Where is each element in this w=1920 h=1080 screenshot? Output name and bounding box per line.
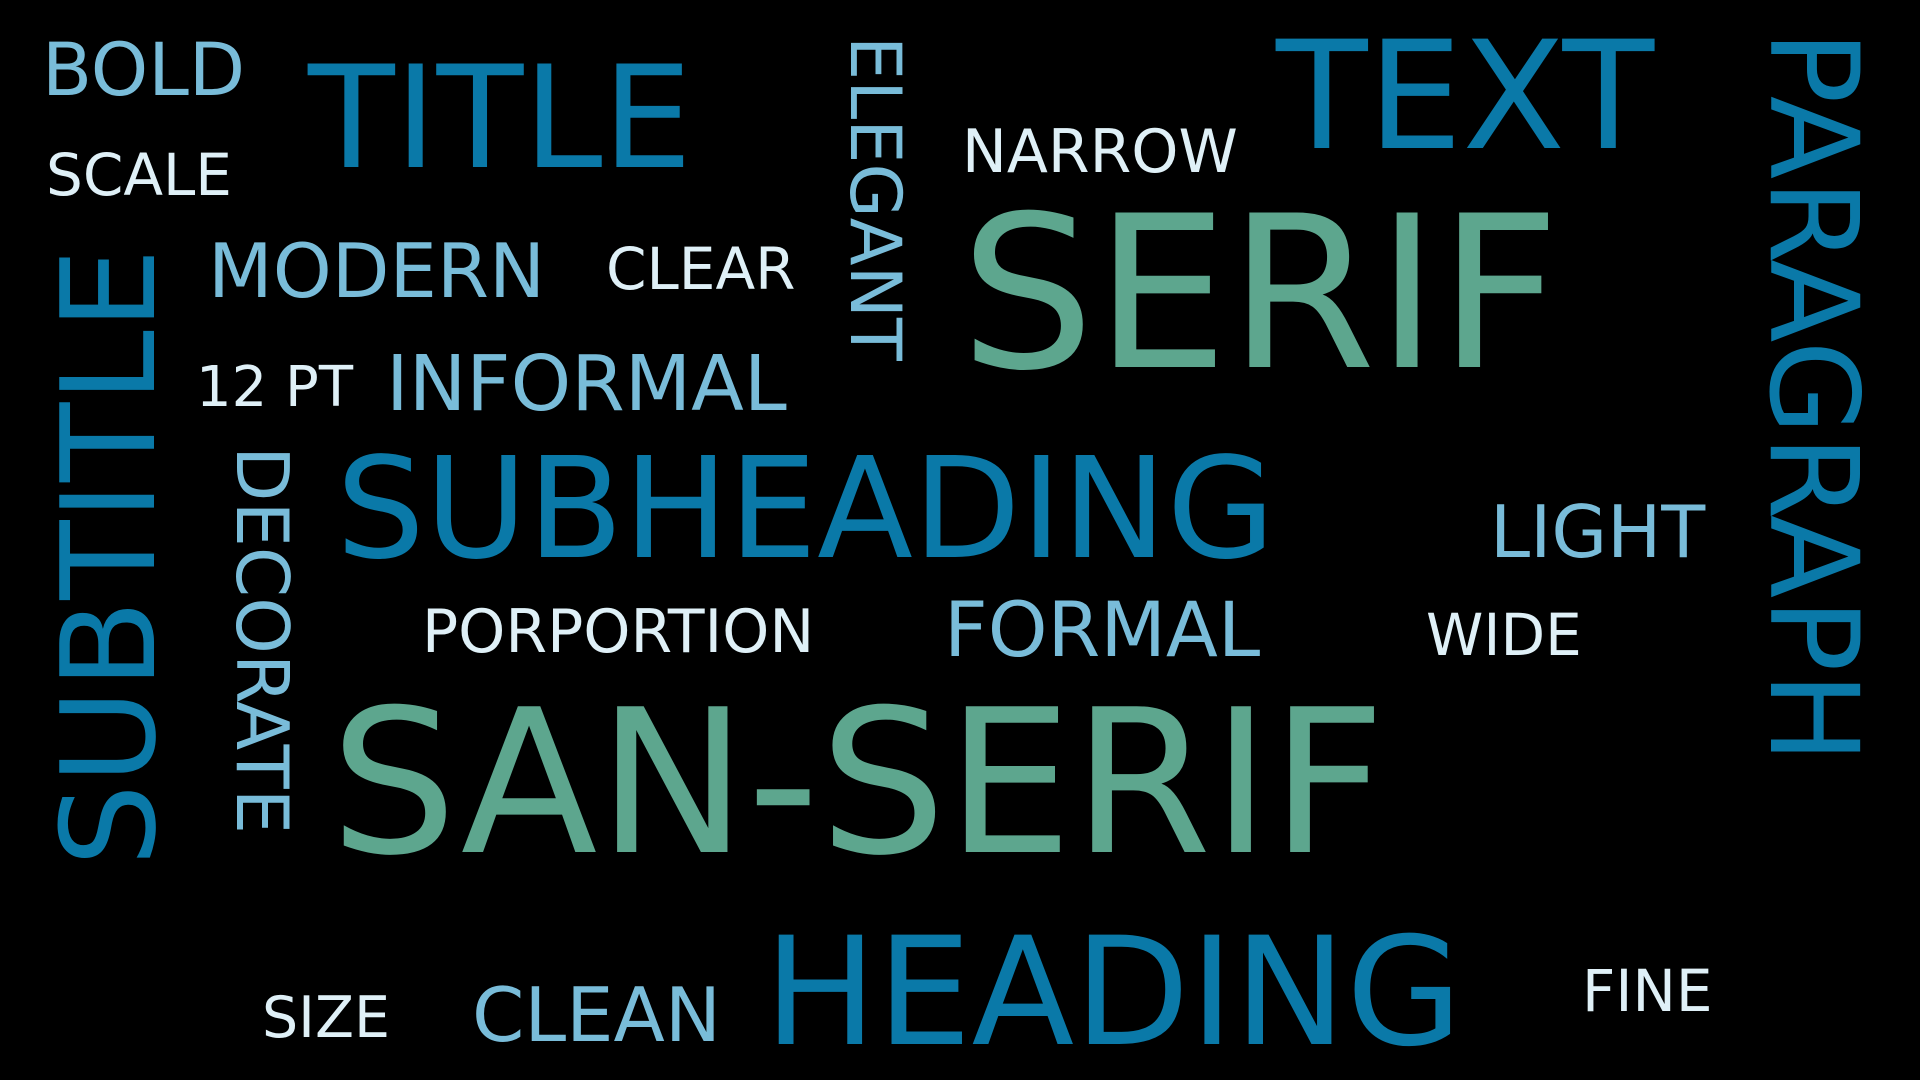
word-wide: WIDE [1426, 601, 1582, 669]
word-paragraph: PARAGRAPH [1742, 30, 1884, 764]
word-clear: CLEAR [606, 235, 796, 303]
word-size: SIZE [262, 985, 391, 1051]
word-light: LIGHT [1490, 490, 1706, 574]
word-informal: INFORMAL [386, 340, 787, 429]
word-elegant: ELEGANT [834, 36, 916, 361]
word-bold: BOLD [42, 28, 246, 113]
word-subheading: SUBHEADING [336, 428, 1276, 591]
word-narrow: NARROW [962, 117, 1238, 187]
word-clean: CLEAN [472, 971, 721, 1059]
word-serif: SERIF [960, 170, 1561, 417]
word-decorate: DECORATE [220, 446, 304, 835]
word-san-serif: SAN-SERIF [330, 667, 1386, 900]
word-scale: SCALE [46, 141, 232, 209]
word-modern: MODERN [208, 227, 546, 315]
word-subtitle: SUBTITLE [33, 248, 185, 867]
word-heading: HEADING [764, 906, 1463, 1080]
word-formal: FORMAL [944, 585, 1261, 674]
word-text: TEXT [1276, 10, 1655, 184]
word-porportion: PORPORTION [422, 597, 815, 667]
word-fine: FINE [1582, 957, 1713, 1025]
word-12pt: 12 PT [196, 355, 354, 420]
word-title: TITLE [308, 36, 693, 201]
